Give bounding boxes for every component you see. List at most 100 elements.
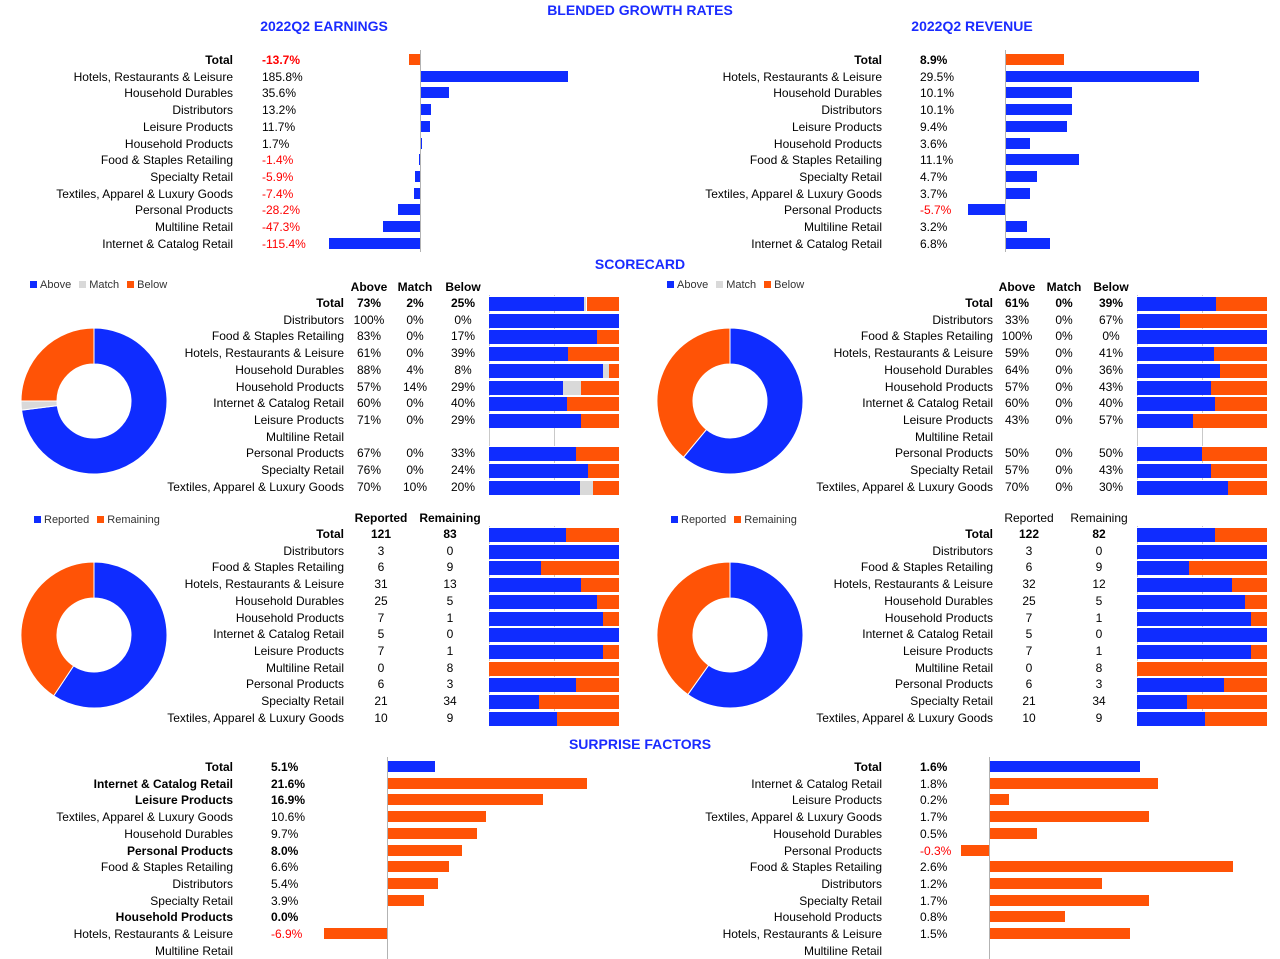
revenue_growth-value-label: 3.6% <box>920 136 948 151</box>
revenue_scorecard-stacked-bar <box>1137 396 1267 412</box>
earnings_surprise-value-label: 9.7% <box>271 826 299 841</box>
earnings_scorecard-cell-value: 0% <box>406 412 424 427</box>
earnings_scorecard-stacked-bar <box>489 379 619 395</box>
earnings_scorecard-cell-value: 70% <box>356 479 382 494</box>
earnings_reported-gridline <box>489 526 490 727</box>
earnings_scorecard-stacked-bar <box>489 346 619 362</box>
earnings_reported-segment-remaining <box>597 594 619 609</box>
earnings_scorecard-donut <box>20 327 168 475</box>
earnings_surprise-zero-axis <box>387 757 388 959</box>
earnings_scorecard-segment-below <box>581 413 619 428</box>
revenue_growth-category-label: Hotels, Restaurants & Leisure <box>722 69 882 84</box>
earnings_scorecard-stacked-bar <box>489 312 619 328</box>
earnings_scorecard-column-header: Match <box>397 280 433 294</box>
earnings_scorecard-category-label: Distributors <box>283 312 344 327</box>
earnings_scorecard-cell-value: 71% <box>356 412 382 427</box>
revenue_growth-bar <box>1006 187 1031 199</box>
main-title: BLENDED GROWTH RATES <box>547 2 733 18</box>
earnings_reported-category-label: Leisure Products <box>253 643 344 658</box>
earnings_reported-segment-remaining <box>489 661 619 676</box>
earnings_scorecard-cell-value: 61% <box>356 346 382 361</box>
legend-swatch <box>734 516 742 523</box>
earnings_reported-stacked-bar <box>489 694 619 709</box>
earnings_reported-category-label: Personal Products <box>245 677 344 692</box>
revenue_reported-stacked-bar <box>1137 643 1267 659</box>
earnings_scorecard-segment-above <box>489 363 604 378</box>
revenue_growth-value-label: 6.8% <box>920 236 948 251</box>
earnings_reported-stacked-bar <box>489 593 619 609</box>
revenue_surprise-bar <box>990 794 1009 806</box>
earnings_scorecard-cell-value: 0% <box>406 446 424 461</box>
revenue_reported-category-label: Textiles, Apparel & Luxury Goods <box>816 710 993 725</box>
earnings_scorecard-category-label: Multiline Retail <box>265 429 344 444</box>
earnings_scorecard-cell-value: 0% <box>406 396 424 411</box>
earnings_scorecard-stacked-bar <box>489 479 619 495</box>
revenue_growth-category-label: Multiline Retail <box>803 220 882 234</box>
revenue_growth-category-label: Distributors <box>821 103 882 118</box>
revenue_surprise-value-label: -0.3% <box>920 843 952 858</box>
earnings_growth-value-label: -5.9% <box>262 169 294 184</box>
earnings_scorecard-stacked-bar <box>489 463 619 478</box>
earnings_surprise-category-label: Total <box>205 760 233 774</box>
revenue_scorecard-cell-value: 60% <box>1004 396 1030 411</box>
revenue_scorecard-cell-value: 0% <box>1055 312 1073 327</box>
revenue_growth-bar <box>1006 137 1030 149</box>
revenue_scorecard-cell-value: 100% <box>1001 329 1033 344</box>
revenue_surprise-category-label: Household Products <box>773 910 882 925</box>
earnings_reported-segment-remaining <box>538 695 619 709</box>
revenue_reported-segment-reported <box>1137 695 1187 709</box>
revenue_surprise-category-label: Total <box>854 760 882 774</box>
revenue_scorecard-cell-value: 0% <box>1055 329 1073 344</box>
revenue_growth-bar <box>1006 70 1199 82</box>
earnings_scorecard-cell-value: 0% <box>406 329 424 344</box>
revenue_surprise-value-label: 1.2% <box>920 876 948 891</box>
revenue_scorecard-segment-below <box>1211 464 1267 478</box>
revenue_surprise-bar <box>990 811 1149 823</box>
revenue_scorecard-column-header: Below <box>1093 280 1129 294</box>
earnings_reported-category-label: Food & Staples Retailing <box>211 560 344 575</box>
earnings_scorecard-segment-above <box>489 447 577 462</box>
earnings_scorecard-segment-above <box>489 380 564 395</box>
earnings_reported-stacked-bar <box>489 610 619 626</box>
earnings_reported-category-label: Household Durables <box>235 593 344 608</box>
revenue_scorecard-stacked-bar <box>1137 446 1267 462</box>
revenue_reported-cell-value: 6 <box>1025 560 1033 575</box>
revenue_scorecard-category-label: Textiles, Apparel & Luxury Goods <box>816 479 993 494</box>
revenue_reported-stacked-bar <box>1137 627 1267 643</box>
earnings_surprise-category-label: Hotels, Restaurants & Leisure <box>73 927 233 941</box>
revenue_reported-segment-reported <box>1137 544 1267 559</box>
earnings_scorecard-stacked-bar <box>489 296 619 311</box>
earnings_reported-cell-value: 5 <box>377 627 385 642</box>
revenue_scorecard-category-label: Internet & Catalog Retail <box>862 396 993 411</box>
earnings_growth-bar <box>414 187 420 199</box>
revenue_surprise-value-label: 1.5% <box>920 927 948 941</box>
revenue_growth-category-label: Household Products <box>773 136 882 151</box>
revenue_scorecard-segment-below <box>1215 397 1267 412</box>
earnings_surprise-value-label: -6.9% <box>271 927 303 941</box>
revenue_surprise-bar <box>990 877 1103 889</box>
revenue_growth-value-label: 8.9% <box>920 53 948 67</box>
revenue-title: 2022Q2 REVENUE <box>911 18 1033 34</box>
revenue_scorecard-column-header: Match <box>1046 280 1082 294</box>
revenue_growth-bar <box>1006 120 1068 132</box>
revenue_reported-cell-value: 21 <box>1022 694 1036 708</box>
legend-swatch <box>97 516 105 523</box>
revenue_scorecard-stacked-bar <box>1137 379 1267 395</box>
revenue_reported-column-header: Reported <box>1004 511 1054 525</box>
legend-item: Remaining <box>97 514 160 526</box>
revenue_scorecard-cell-value: 0% <box>1055 362 1073 377</box>
revenue_scorecard-cell-value: 57% <box>1004 379 1030 394</box>
legend-item: Reported <box>34 514 89 526</box>
revenue_surprise-category-label: Household Durables <box>773 826 882 841</box>
legend-swatch <box>764 281 772 288</box>
earnings_surprise-bar <box>388 877 438 889</box>
earnings_surprise-category-label: Household Products <box>115 910 233 925</box>
revenue_growth-category-label: Total <box>854 53 882 67</box>
revenue_scorecard-donut-slice-below <box>656 327 731 458</box>
earnings_reported-cell-value: 8 <box>446 660 454 675</box>
earnings_reported-cell-value: 1 <box>446 643 454 658</box>
revenue_scorecard-segment-above <box>1137 464 1212 478</box>
revenue_surprise-bar <box>990 894 1149 906</box>
revenue_surprise-category-label: Food & Staples Retailing <box>749 860 882 875</box>
revenue_scorecard-segment-above <box>1137 330 1267 345</box>
